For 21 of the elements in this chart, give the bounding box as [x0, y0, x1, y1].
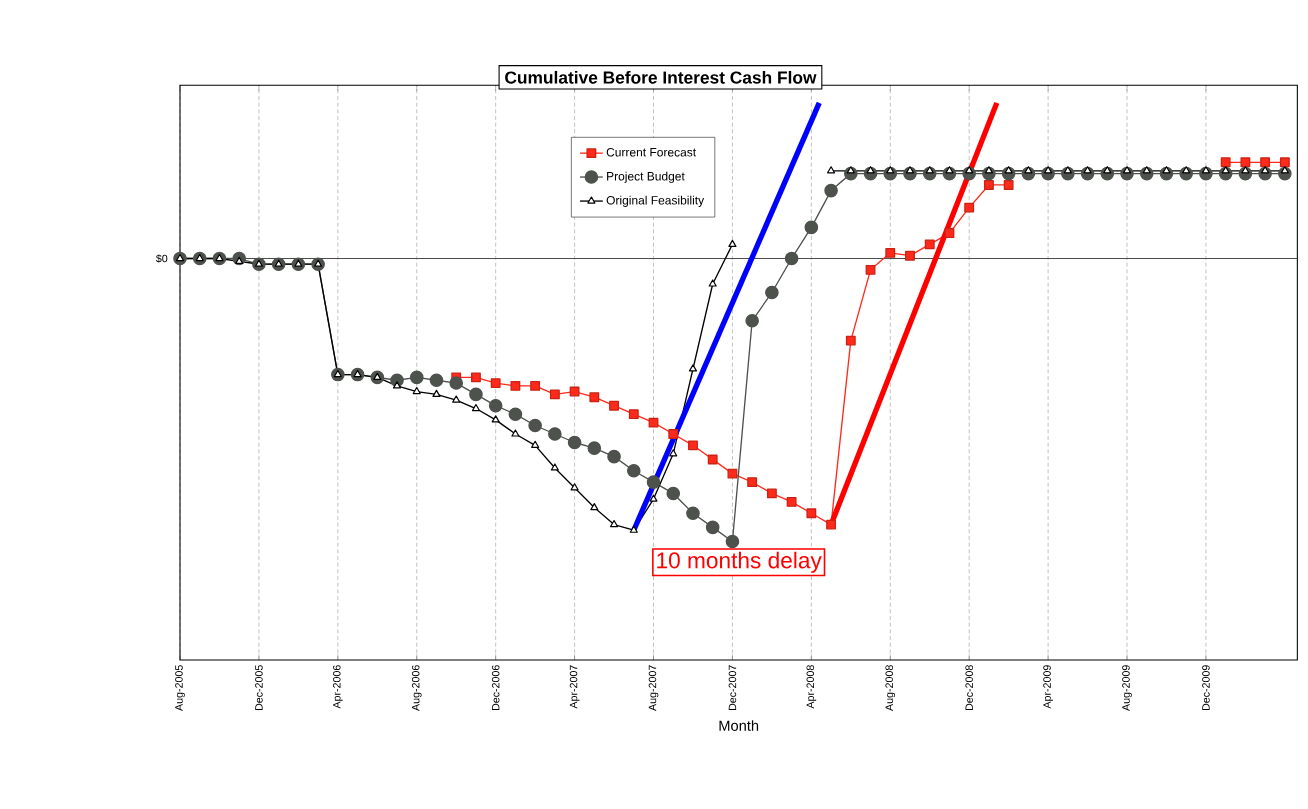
x-tick-label: Apr-2007 [569, 665, 580, 709]
x-tick-label: Dec-2008 [965, 665, 973, 710]
x-tick-label: Apr-2006 [333, 665, 343, 709]
x-tick-label: Aug-2008 [885, 665, 896, 711]
legend-label: Original Feasibility [606, 195, 705, 207]
x-tick-label: Aug-2005 [175, 665, 185, 711]
x-tick-label: Aug-2007 [648, 665, 659, 711]
ref-line-label: $0 [155, 254, 168, 263]
x-tick-label: Dec-2007 [728, 665, 737, 710]
x-tick-label: Aug-2009 [1122, 665, 1132, 711]
x-tick-label: Dec-2005 [255, 665, 263, 710]
legend-label: Project Budget [607, 171, 685, 183]
legend-label: Current Forecast [606, 147, 697, 157]
x-tick-label: Dec-2006 [491, 665, 500, 710]
x-tick-label: Aug-2006 [411, 665, 422, 711]
x-tick-label: Apr-2008 [806, 665, 817, 709]
text: 10 months delay [657, 551, 822, 573]
x-tick-label: Apr-2009 [1043, 665, 1053, 709]
chart-title: Cumulative Before Interest Cash Flow [505, 70, 817, 84]
x-axis-title: Month [719, 719, 759, 731]
x-tick-label: Dec-2009 [1202, 665, 1210, 710]
